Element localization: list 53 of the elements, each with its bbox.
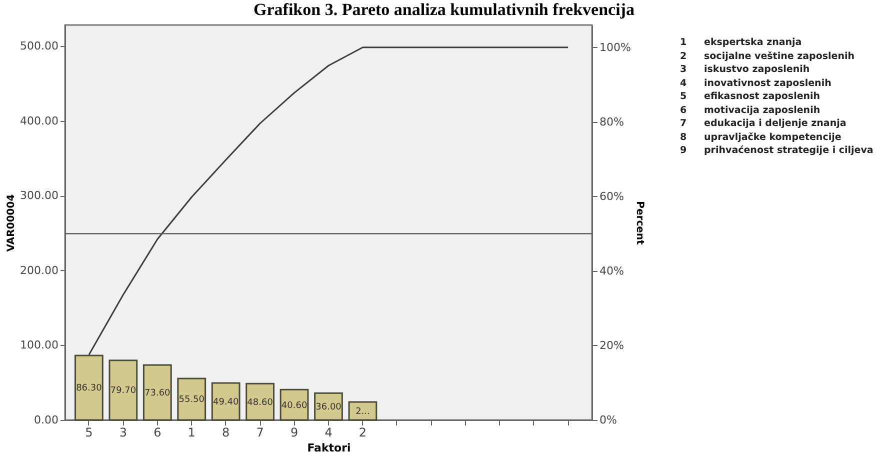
data-label: 73.60	[144, 388, 171, 398]
bar	[314, 392, 343, 421]
y-tick-label: 100.00	[20, 338, 58, 352]
text: 6 motivacija zaposlenih	[680, 104, 820, 116]
bar	[246, 382, 274, 421]
data-label: 79.70	[110, 386, 136, 396]
chart-title: Grafikon 3. Pareto analiza kumulativnih frekvencija	[252, 0, 636, 20]
y-tick-label: 400.00	[20, 114, 58, 128]
data-label: 40.60	[281, 400, 308, 411]
text: 8 upravljačke kompetencije	[680, 132, 842, 142]
y2-tick-label: 80%	[600, 115, 624, 128]
text: 2 socijalne veštine zaposlenih	[680, 50, 855, 62]
data-label: 55.50	[178, 395, 205, 406]
y-tick-label: 300.00	[20, 189, 58, 202]
bar	[142, 364, 172, 421]
text: 7 edukacija i deljenje znanja	[680, 118, 846, 129]
bar	[108, 360, 138, 421]
y2-tick-label: 20%	[600, 338, 624, 352]
y2-tick-label: 60%	[600, 190, 624, 203]
x-tick-label: 2	[358, 426, 367, 440]
text: 9 prihvaćenost strategije i ciljeva	[680, 145, 874, 156]
y2-axis-title: Percent	[634, 201, 645, 246]
bar	[74, 354, 104, 421]
data-label: 86.30	[76, 384, 102, 394]
x-tick-label: 6	[154, 426, 162, 440]
x-tick-label: 7	[256, 426, 264, 440]
text: 3 iskustvo zaposlenih	[680, 64, 810, 75]
text: 4 inovativnost zaposlenih	[680, 78, 832, 88]
y-tick-label: 500.00	[20, 39, 58, 52]
line-series	[88, 46, 569, 356]
text: 1 ekspertska znanja	[680, 37, 802, 48]
x-tick-label: 8	[222, 426, 230, 440]
y-tick-label: 0.00	[34, 414, 58, 426]
y2-tick-label: 0%	[600, 414, 617, 426]
data-label: 49.40	[212, 398, 239, 408]
bar	[280, 388, 309, 421]
x-axis-title: Faktori	[307, 442, 351, 454]
data-label: 48.60	[247, 398, 274, 408]
x-tick-label: 1	[188, 426, 196, 440]
text: 5 efikasnost zaposlenih	[680, 91, 820, 102]
y2-tick-label: 40%	[600, 264, 624, 278]
bar	[177, 378, 206, 421]
y2-tick-label: 100%	[600, 40, 631, 54]
y-tick-label: 200.00	[20, 264, 58, 277]
data-label: 2...	[356, 407, 370, 418]
y-axis-title: VAR00004	[6, 194, 18, 252]
x-tick-label: 3	[119, 426, 127, 440]
x-tick-label: 4	[324, 426, 332, 440]
data-label: 36.00	[316, 402, 342, 413]
bar	[211, 382, 240, 421]
x-tick-label: 5	[85, 426, 93, 440]
x-tick-label: 9	[290, 426, 298, 440]
bar	[348, 401, 378, 421]
